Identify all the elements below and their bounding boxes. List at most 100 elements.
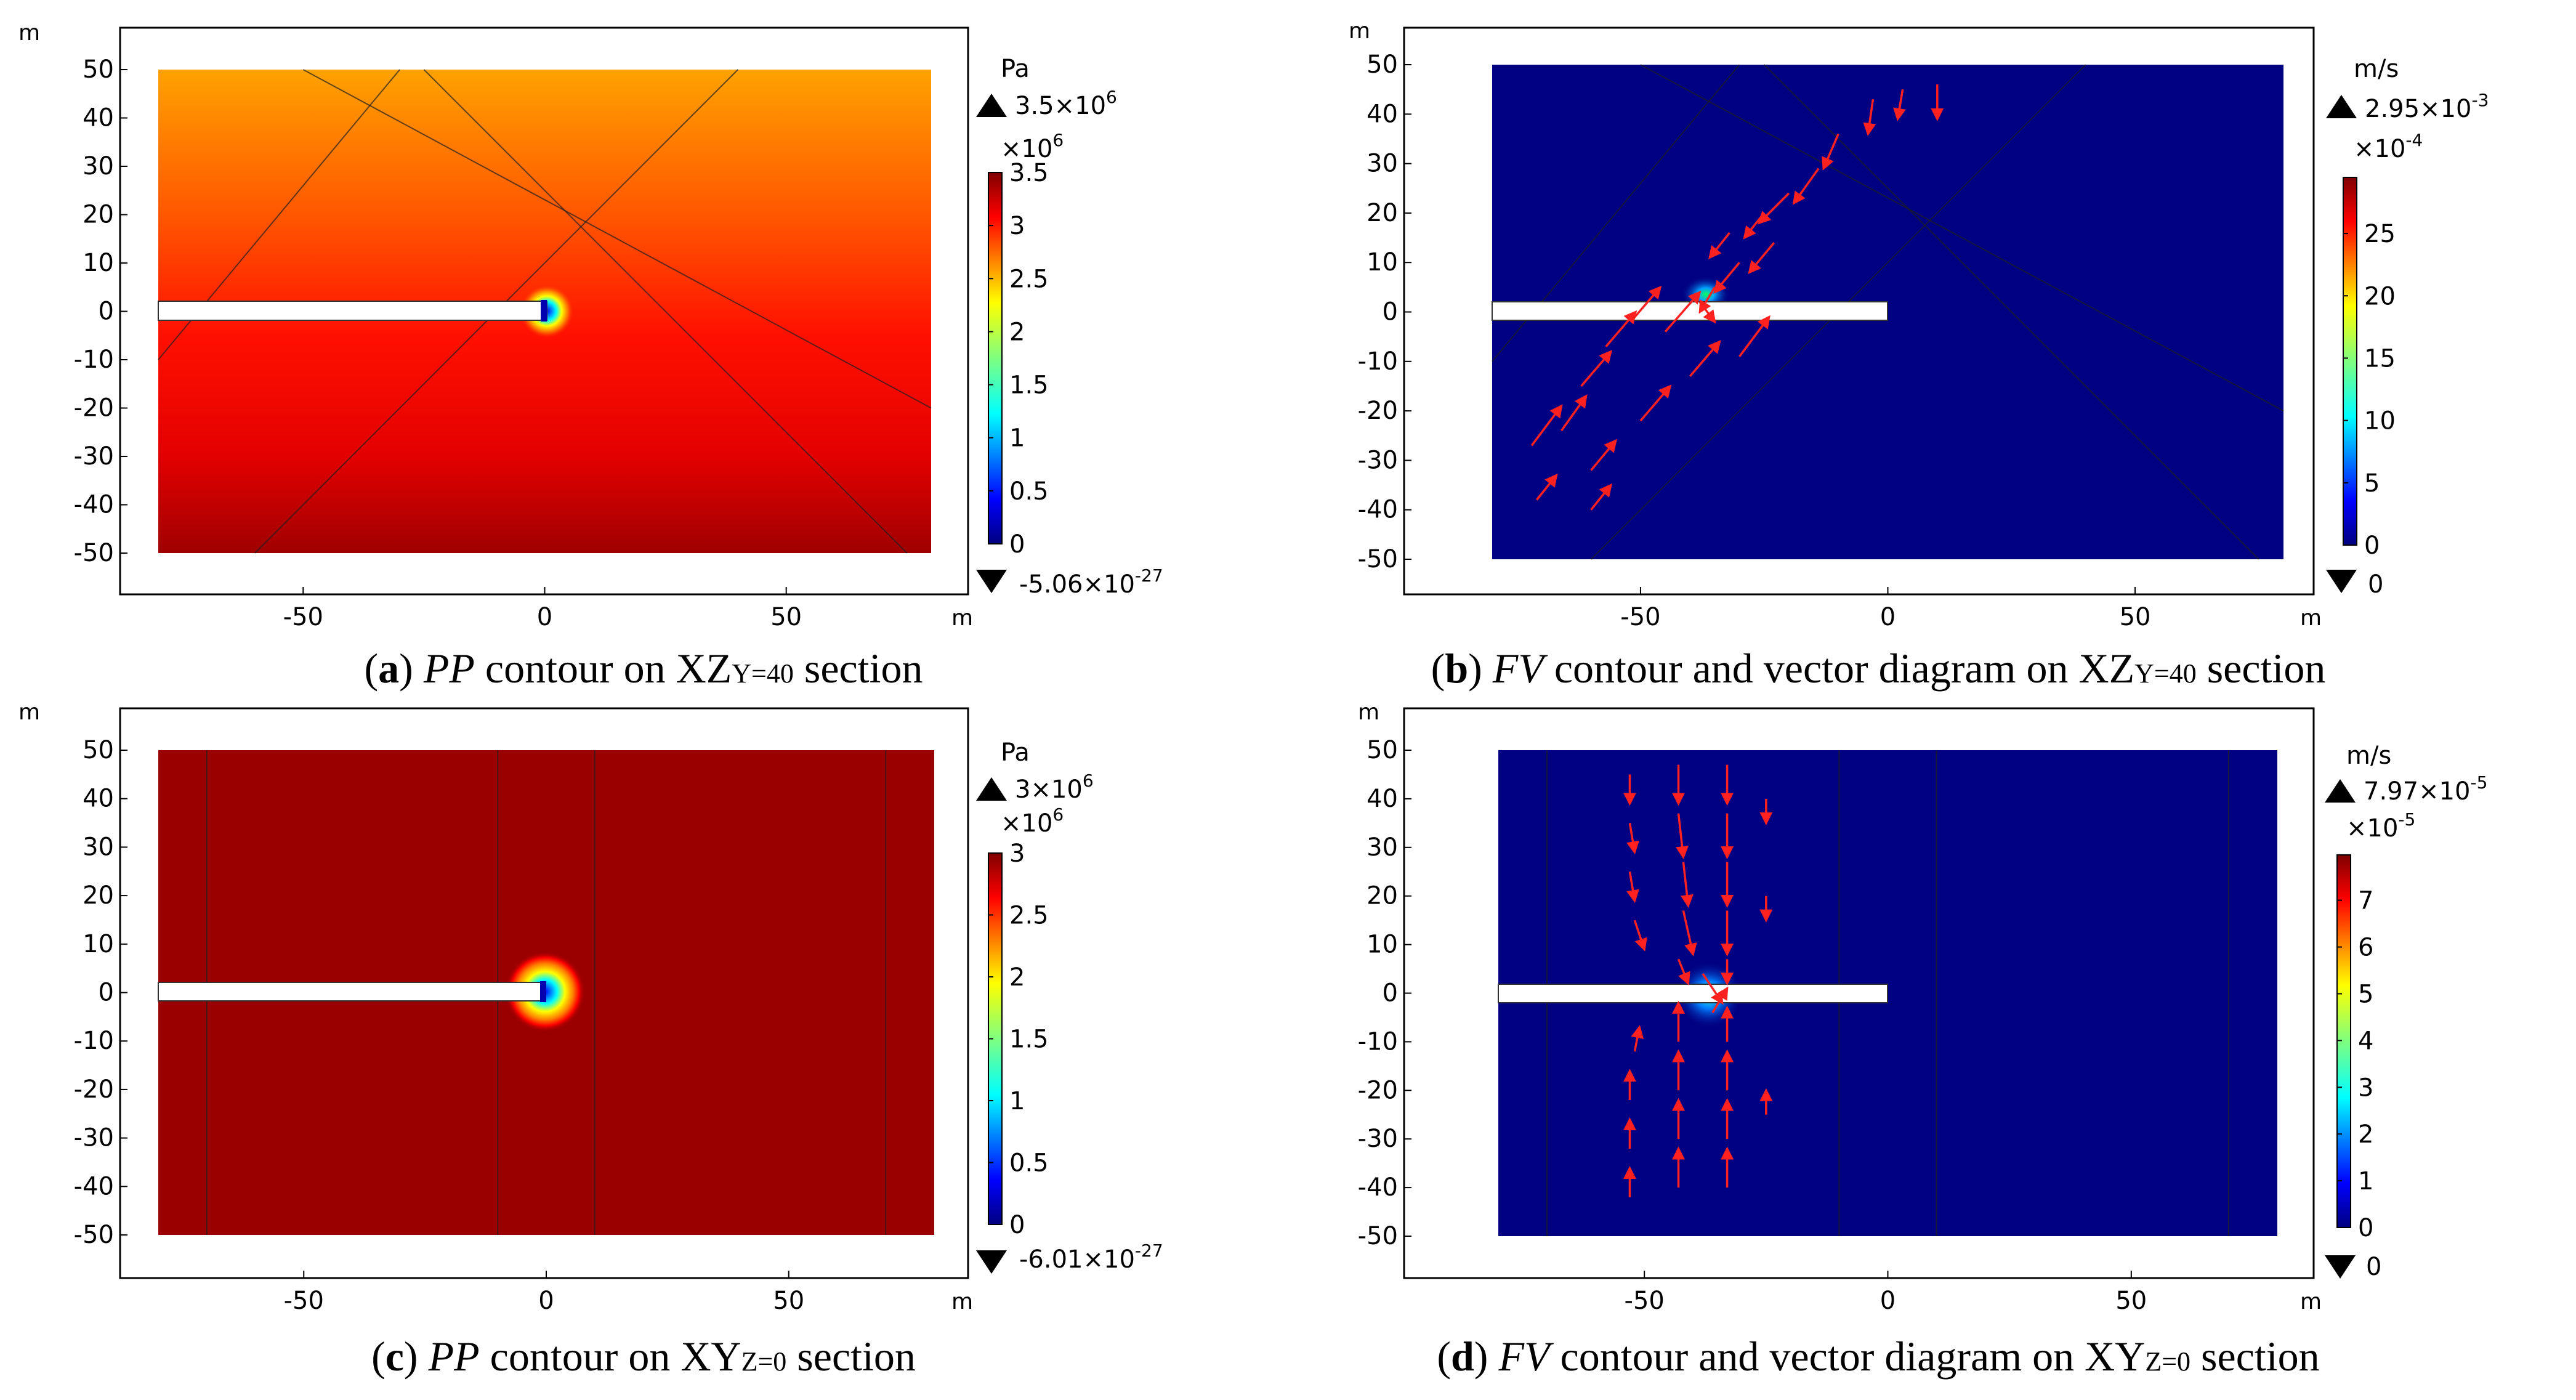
colorbar-tick-label: 1	[1009, 1087, 1025, 1115]
colorbar-tick-label: 2	[1009, 318, 1025, 346]
panel-c-xticks: -50 0 50	[284, 1271, 804, 1315]
colorbar-tick-label: 7	[2358, 887, 2373, 915]
velocity-vector	[1711, 986, 1729, 1013]
y-tick-label: -10	[1358, 1027, 1398, 1056]
y-tick-label: 30	[83, 833, 114, 861]
velocity-vector	[1822, 133, 1839, 171]
panel-b-min-label: 0	[2368, 570, 2383, 599]
velocity-vector	[1748, 241, 1775, 274]
y-tick-label: 0	[99, 297, 114, 326]
panel-a-tunnel	[158, 301, 547, 321]
panel-b-max-label: 2.95×10-3	[2365, 90, 2489, 123]
y-tick-label: -40	[1358, 496, 1398, 524]
y-tick-label: 50	[83, 55, 114, 84]
panel-c-yticks: -50 -40 -30 -20 -10 0 10 20 30 40 50	[74, 736, 127, 1249]
velocity-vector	[1639, 384, 1672, 422]
velocity-vector	[1629, 285, 1662, 323]
velocity-vector	[1676, 813, 1689, 860]
x-tick-label: 0	[1880, 1287, 1896, 1315]
colorbar-tick-label: 0.5	[1009, 477, 1049, 506]
panel-a-multiplier: ×106	[1001, 130, 1064, 163]
velocity-vector	[1680, 862, 1694, 908]
y-tick-label: 0	[1383, 979, 1398, 1008]
velocity-vector	[1535, 473, 1558, 501]
panel-b-colorbar	[2343, 177, 2357, 546]
y-tick-label: 20	[83, 881, 114, 910]
y-tick-label: -30	[1358, 1125, 1398, 1153]
colorbar-tick-label: 3.5	[1009, 159, 1049, 187]
panel-b-xticks: -50 0 50	[1620, 587, 2151, 631]
velocity-vector	[1893, 89, 1906, 121]
y-tick-label: 0	[99, 979, 114, 1007]
y-tick-label: -50	[1358, 1222, 1398, 1250]
y-tick-label: 40	[83, 785, 114, 813]
panel-d-cb-unit: m/s	[2346, 742, 2391, 770]
panel-a-min-label: -5.06×10-27	[1019, 565, 1163, 599]
panel-b-y-unit: m	[1349, 18, 1370, 44]
velocity-vector	[1590, 483, 1612, 511]
fracture-line	[423, 69, 908, 554]
fracture-line	[302, 69, 932, 409]
x-tick-label: 0	[1880, 603, 1896, 631]
y-tick-label: -50	[74, 539, 114, 567]
y-tick-label: 10	[1367, 931, 1398, 959]
colorbar-tick-label: 2.5	[1009, 902, 1049, 930]
panel-d-cb-ticks: 0 1 2 3 4 5 6 7	[2337, 887, 2373, 1242]
panel-d-xticks: -50 0 50	[1625, 1271, 2147, 1315]
panel-a-cb-unit: Pa	[1001, 55, 1030, 83]
panel-d-colorbar	[2336, 854, 2351, 1228]
colorbar-tick-label: 0	[1009, 1211, 1025, 1239]
colorbar-tick-label: 20	[2364, 282, 2396, 310]
x-tick-label: -50	[284, 1287, 324, 1315]
panel-d-yticks: -50 -40 -30 -20 -10 0 10 20 30 40 50	[1358, 736, 1411, 1250]
y-tick-label: 40	[83, 104, 114, 132]
velocity-vector	[1738, 315, 1770, 357]
panel-a-tunnel-face	[541, 300, 547, 322]
colorbar-tick-label: 0	[1009, 530, 1025, 559]
panel-a-cb-ticks: 0 0.5 1 1.5 2 2.5 3 3.5	[988, 159, 1049, 559]
panel-d-max-marker-icon	[2325, 779, 2356, 803]
panel-a-xticks: -50 0 50	[283, 587, 802, 631]
velocity-vector	[1758, 192, 1790, 225]
y-tick-label: -40	[1358, 1173, 1398, 1202]
colorbar-tick-label: 6	[2358, 934, 2373, 962]
colorbar-tick-label: 15	[2364, 344, 2396, 373]
panel-b-vectors	[1530, 84, 1944, 511]
y-tick-label: 10	[83, 249, 114, 277]
panel-c-plot	[158, 750, 934, 1235]
velocity-vector	[1713, 262, 1740, 294]
panel-c-min-marker-icon	[976, 1250, 1007, 1274]
panel-b-cb-unit: m/s	[2354, 55, 2399, 83]
colorbar-tick-label: 1.5	[1009, 1026, 1049, 1054]
colorbar-tick-label: 1	[1009, 424, 1025, 453]
colorbar-tick-label: 2.5	[1009, 265, 1049, 293]
panel-d-caption: (d) FV contour and vector diagram on XYZ…	[1437, 1333, 2319, 1380]
panel-a-y-unit: m	[18, 20, 40, 46]
velocity-vector	[1698, 286, 1716, 314]
y-tick-label: 30	[1367, 833, 1398, 862]
panel-b-x-unit: m	[2300, 605, 2322, 631]
panel-c-x-unit: m	[951, 1289, 973, 1314]
y-tick-label: -50	[1358, 545, 1398, 573]
panel-c-y-unit: m	[18, 700, 40, 725]
colorbar-tick-label: 1	[2358, 1167, 2373, 1196]
y-tick-label: -20	[1358, 397, 1398, 425]
velocity-vector	[1863, 99, 1876, 136]
panel-c-multiplier: ×106	[1001, 804, 1064, 838]
panel-b-min-marker-icon	[2326, 570, 2357, 593]
y-tick-label: -20	[74, 1075, 114, 1104]
panel-a-max-label: 3.5×106	[1015, 87, 1117, 120]
panel-d-min-marker-icon	[2325, 1255, 2356, 1279]
y-tick-label: 50	[1367, 51, 1398, 79]
x-tick-label: -50	[1625, 1287, 1665, 1315]
panel-b-yticks: -50 -40 -30 -20 -10 0 10 20 30 40 50	[1358, 51, 1411, 573]
panel-d-min-label: 0	[2366, 1253, 2381, 1281]
y-tick-label: 20	[1367, 882, 1398, 910]
y-tick-label: -20	[1358, 1076, 1398, 1104]
panel-d-tunnel	[1498, 984, 1888, 1003]
panel-c-min-label: -6.01×10-27	[1019, 1240, 1163, 1274]
panel-a-caption: (a) PP contour on XZY=40 section	[365, 645, 923, 692]
